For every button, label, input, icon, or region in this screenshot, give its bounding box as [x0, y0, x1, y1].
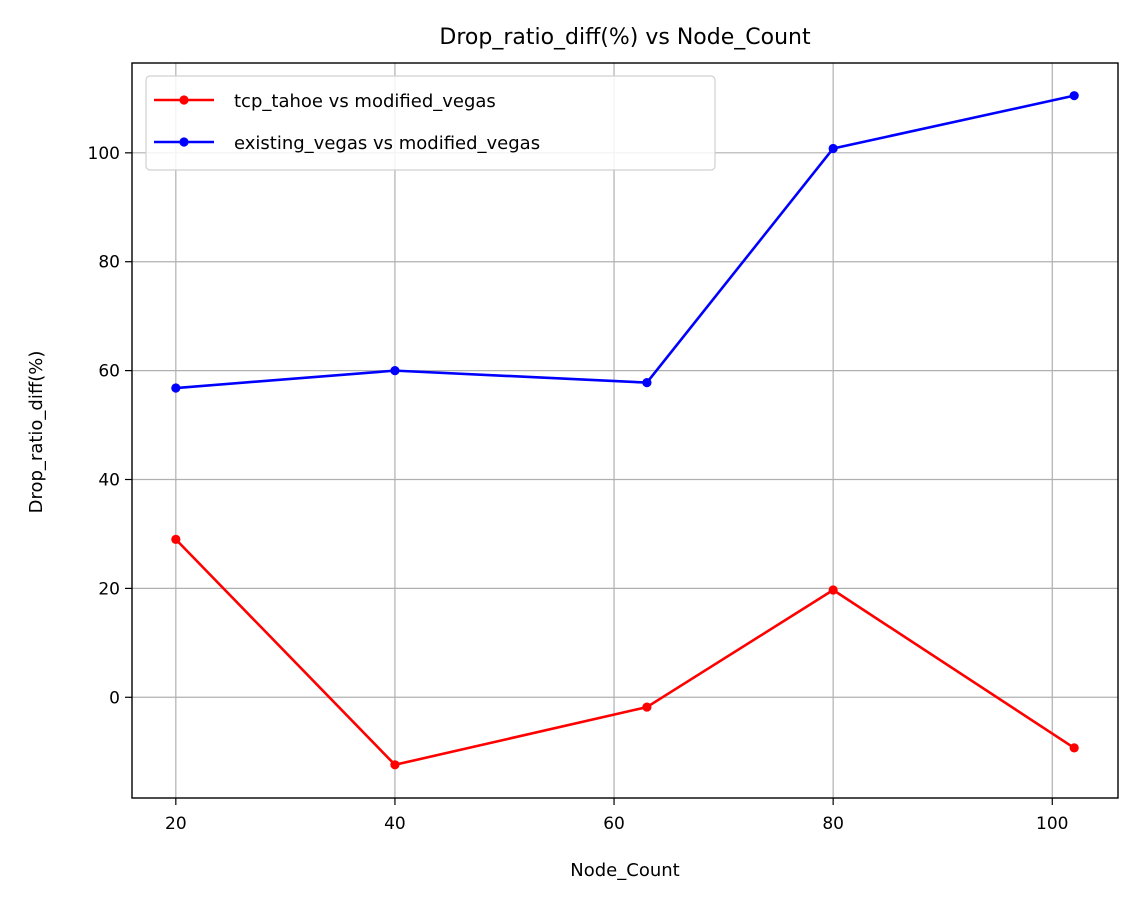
- y-tick-label: 80: [98, 253, 120, 273]
- data-point: [171, 383, 181, 393]
- legend-swatch-marker: [179, 95, 189, 105]
- x-axis: 20 40 60 80 100: [165, 798, 1068, 834]
- series-1: [171, 534, 1079, 770]
- legend-swatch-marker: [179, 137, 189, 147]
- x-tick-label: 20: [165, 814, 187, 834]
- grid: [132, 63, 1118, 798]
- chart-title: Drop_ratio_diff(%) vs Node_Count: [439, 25, 811, 50]
- x-tick-label: 100: [1036, 814, 1068, 834]
- y-tick-label: 0: [109, 688, 120, 708]
- data-point: [642, 377, 652, 388]
- x-axis-label: Node_Count: [570, 860, 679, 881]
- legend-box: [145, 75, 716, 171]
- y-axis-label: Drop_ratio_diff(%): [26, 351, 47, 514]
- data-point: [171, 534, 181, 544]
- series-2: [171, 91, 1079, 393]
- x-tick-label: 80: [822, 814, 844, 834]
- y-tick-label: 100: [88, 144, 120, 164]
- data-point: [390, 760, 400, 770]
- y-tick-label: 60: [98, 362, 120, 382]
- data-point: [828, 143, 838, 154]
- legend: tcp_tahoe vs modified_vegas existing_vega…: [145, 75, 716, 171]
- data-point: [390, 366, 400, 376]
- series-line: [174, 538, 1075, 767]
- x-tick-label: 60: [603, 814, 625, 834]
- data-point: [1069, 91, 1079, 101]
- y-tick-label: 20: [98, 579, 120, 599]
- y-axis: 0 20 40 60 80 100: [88, 144, 132, 708]
- data-point: [828, 585, 838, 595]
- series-layer: [171, 91, 1079, 770]
- x-tick-label: 40: [384, 814, 406, 834]
- legend-item: tcp_tahoe vs modified_vegas: [154, 91, 496, 112]
- data-point: [642, 702, 652, 712]
- y-tick-label: 40: [98, 471, 120, 491]
- legend-label: existing_vegas vs modified_vegas: [234, 133, 540, 154]
- plot-area: [131, 62, 1119, 799]
- data-point: [1069, 743, 1079, 753]
- legend-label: tcp_tahoe vs modified_vegas: [234, 91, 496, 112]
- legend-item: existing_vegas vs modified_vegas: [154, 133, 540, 154]
